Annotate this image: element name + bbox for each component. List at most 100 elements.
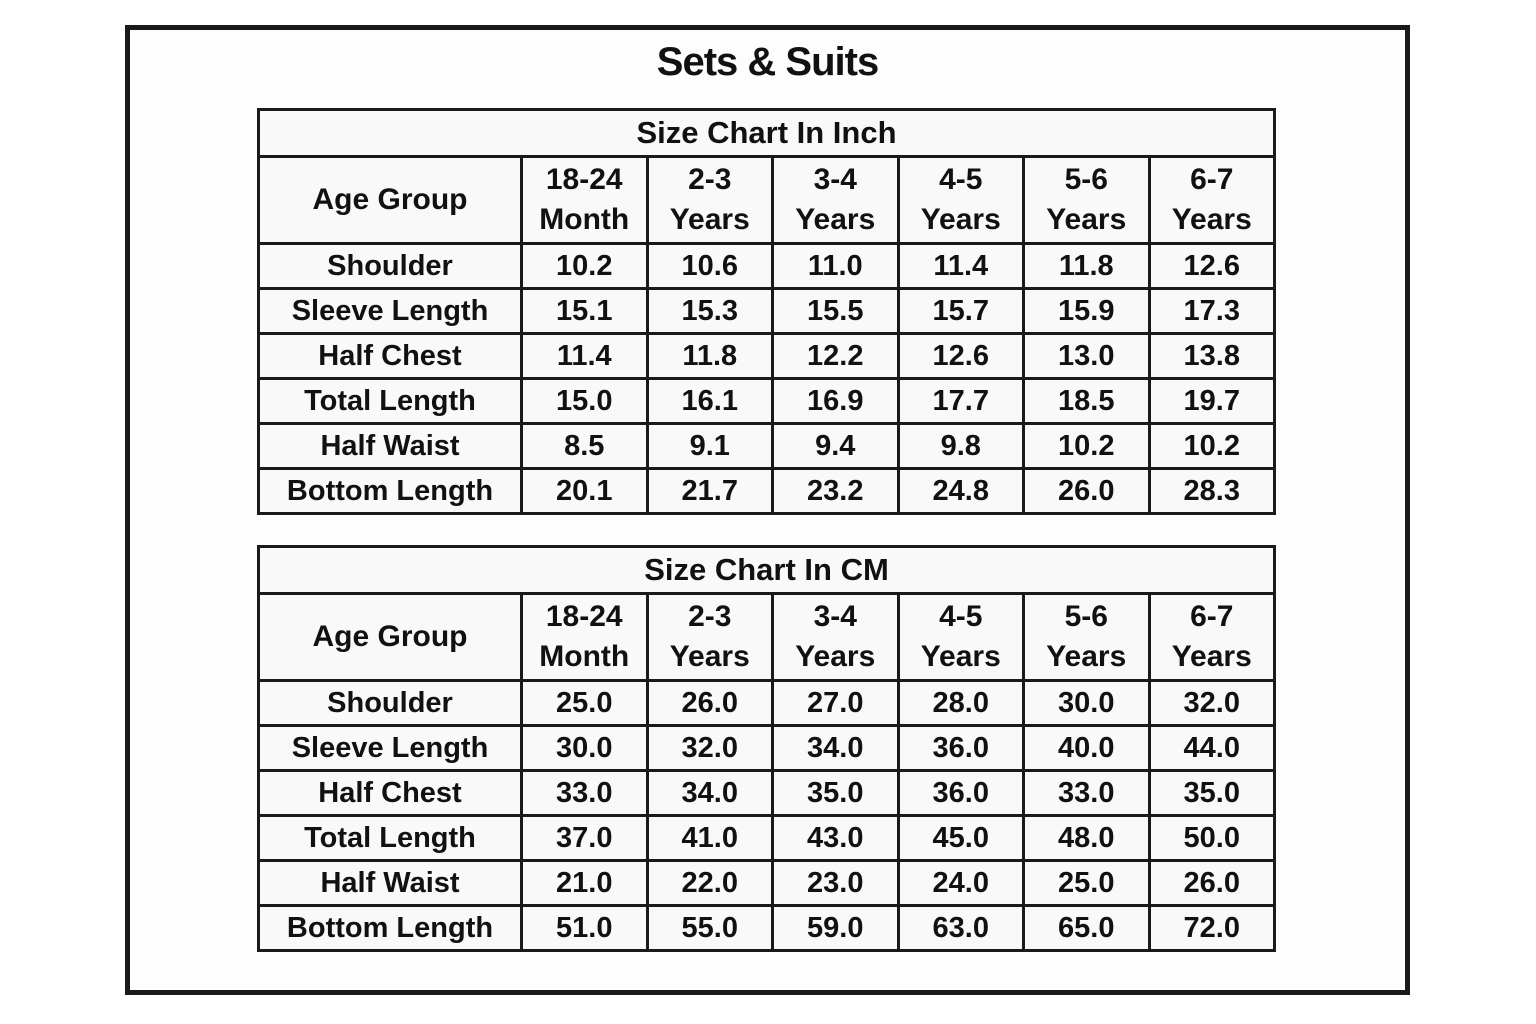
measurement-cell: 45.0 xyxy=(896,814,1025,862)
table-caption: Size Chart In Inch xyxy=(257,108,1276,158)
measurement-cell: 55.0 xyxy=(645,904,774,952)
measurement-cell: 11.4 xyxy=(520,332,649,380)
column-header: 6-7 Years xyxy=(1147,155,1276,245)
measurement-cell: 35.0 xyxy=(771,769,900,817)
measurement-cell: 30.0 xyxy=(1022,679,1151,727)
column-header-line: Years xyxy=(1046,203,1127,236)
measurement-cell: 34.0 xyxy=(771,724,900,772)
column-header: 2-3 Years xyxy=(645,155,774,245)
measurement-cell: 41.0 xyxy=(645,814,774,862)
measurement-cell: 16.9 xyxy=(771,377,900,425)
table-row: Total Length 15.0 16.1 16.9 17.7 18.5 19.7 xyxy=(257,377,1276,425)
column-header-line: Years xyxy=(1171,203,1252,236)
table-row: Bottom Length 20.1 21.7 23.2 24.8 26.0 28.3 xyxy=(257,467,1276,515)
measurement-cell: 25.0 xyxy=(1022,859,1151,907)
measurement-cell: 24.0 xyxy=(896,859,1025,907)
measurement-cell: 30.0 xyxy=(520,724,649,772)
column-header-line: Years xyxy=(669,203,750,236)
column-header-line: 4-5 xyxy=(939,599,983,633)
row-label: Bottom Length xyxy=(257,467,523,515)
column-header-line: 6-7 xyxy=(1190,162,1234,196)
size-chart-cm-table: Size Chart In CM Age Group 18-24 Month 2-3 Ye… xyxy=(257,545,1276,952)
measurement-cell: 32.0 xyxy=(1147,679,1276,727)
measurement-cell: 15.0 xyxy=(520,377,649,425)
measurement-cell: 8.5 xyxy=(520,422,649,470)
measurement-cell: 15.1 xyxy=(520,287,649,335)
age-group-header: Age Group xyxy=(257,155,523,245)
column-header: 4-5 Years xyxy=(896,155,1025,245)
measurement-cell: 24.8 xyxy=(896,467,1025,515)
table-row: Sleeve Length 30.0 32.0 34.0 36.0 40.0 44.0 xyxy=(257,724,1276,772)
measurement-cell: 18.5 xyxy=(1022,377,1151,425)
measurement-cell: 9.1 xyxy=(645,422,774,470)
size-chart-frame: Sets & Suits Size Chart In Inch Age Group… xyxy=(125,25,1410,995)
column-header-line: Years xyxy=(795,203,876,236)
measurement-cell: 59.0 xyxy=(771,904,900,952)
measurement-cell: 11.8 xyxy=(645,332,774,380)
column-header-line: 5-6 xyxy=(1064,162,1108,196)
measurement-cell: 26.0 xyxy=(645,679,774,727)
measurement-cell: 9.4 xyxy=(771,422,900,470)
column-header-line: 5-6 xyxy=(1064,599,1108,633)
measurement-cell: 34.0 xyxy=(645,769,774,817)
measurement-cell: 21.0 xyxy=(520,859,649,907)
column-header-line: 3-4 xyxy=(813,599,857,633)
row-label: Sleeve Length xyxy=(257,724,523,772)
measurement-cell: 12.2 xyxy=(771,332,900,380)
table-row: Sleeve Length 15.1 15.3 15.5 15.7 15.9 17.3 xyxy=(257,287,1276,335)
column-header-line: Years xyxy=(920,640,1001,673)
measurement-cell: 23.2 xyxy=(771,467,900,515)
measurement-cell: 13.0 xyxy=(1022,332,1151,380)
row-label: Shoulder xyxy=(257,679,523,727)
measurement-cell: 11.4 xyxy=(896,242,1025,290)
measurement-cell: 48.0 xyxy=(1022,814,1151,862)
column-header: 6-7 Years xyxy=(1147,592,1276,682)
column-header-line: Years xyxy=(795,640,876,673)
row-label: Half Chest xyxy=(257,769,523,817)
page-title: Sets & Suits xyxy=(656,40,879,84)
measurement-cell: 16.1 xyxy=(645,377,774,425)
measurement-cell: 12.6 xyxy=(896,332,1025,380)
measurement-cell: 19.7 xyxy=(1147,377,1276,425)
measurement-cell: 11.0 xyxy=(771,242,900,290)
measurement-cell: 11.8 xyxy=(1022,242,1151,290)
measurement-cell: 44.0 xyxy=(1147,724,1276,772)
measurement-cell: 10.2 xyxy=(520,242,649,290)
size-grid: Size Chart In CM Age Group 18-24 Month 2-3 Ye… xyxy=(257,545,1276,952)
column-header-line: Years xyxy=(1171,640,1252,673)
column-header-line: Month xyxy=(539,640,630,673)
table-row: Half Chest 11.4 11.8 12.2 12.6 13.0 13.8 xyxy=(257,332,1276,380)
column-header: 3-4 Years xyxy=(771,155,900,245)
row-label: Half Waist xyxy=(257,859,523,907)
measurement-cell: 33.0 xyxy=(1022,769,1151,817)
measurement-cell: 43.0 xyxy=(771,814,900,862)
measurement-cell: 12.6 xyxy=(1147,242,1276,290)
column-header-line: 6-7 xyxy=(1190,599,1234,633)
measurement-cell: 72.0 xyxy=(1147,904,1276,952)
measurement-cell: 25.0 xyxy=(520,679,649,727)
column-header-line: 2-3 xyxy=(688,599,732,633)
measurement-cell: 9.8 xyxy=(896,422,1025,470)
measurement-cell: 10.6 xyxy=(645,242,774,290)
age-group-header: Age Group xyxy=(257,592,523,682)
column-header-line: 2-3 xyxy=(688,162,732,196)
column-header: 5-6 Years xyxy=(1022,155,1151,245)
measurement-cell: 10.2 xyxy=(1147,422,1276,470)
column-header-line: 18-24 xyxy=(545,162,623,196)
column-header: 18-24 Month xyxy=(520,592,649,682)
table-row: Half Chest 33.0 34.0 35.0 36.0 33.0 35.0 xyxy=(257,769,1276,817)
measurement-cell: 63.0 xyxy=(896,904,1025,952)
table-row: Total Length 37.0 41.0 43.0 45.0 48.0 50.0 xyxy=(257,814,1276,862)
measurement-cell: 22.0 xyxy=(645,859,774,907)
row-label: Half Chest xyxy=(257,332,523,380)
row-label: Sleeve Length xyxy=(257,287,523,335)
measurement-cell: 15.9 xyxy=(1022,287,1151,335)
column-header-line: Years xyxy=(669,640,750,673)
table-caption: Size Chart In CM xyxy=(257,545,1276,595)
table-row: Shoulder 25.0 26.0 27.0 28.0 30.0 32.0 xyxy=(257,679,1276,727)
measurement-cell: 28.3 xyxy=(1147,467,1276,515)
measurement-cell: 40.0 xyxy=(1022,724,1151,772)
measurement-cell: 36.0 xyxy=(896,724,1025,772)
column-header-line: Years xyxy=(1046,640,1127,673)
measurement-cell: 36.0 xyxy=(896,769,1025,817)
